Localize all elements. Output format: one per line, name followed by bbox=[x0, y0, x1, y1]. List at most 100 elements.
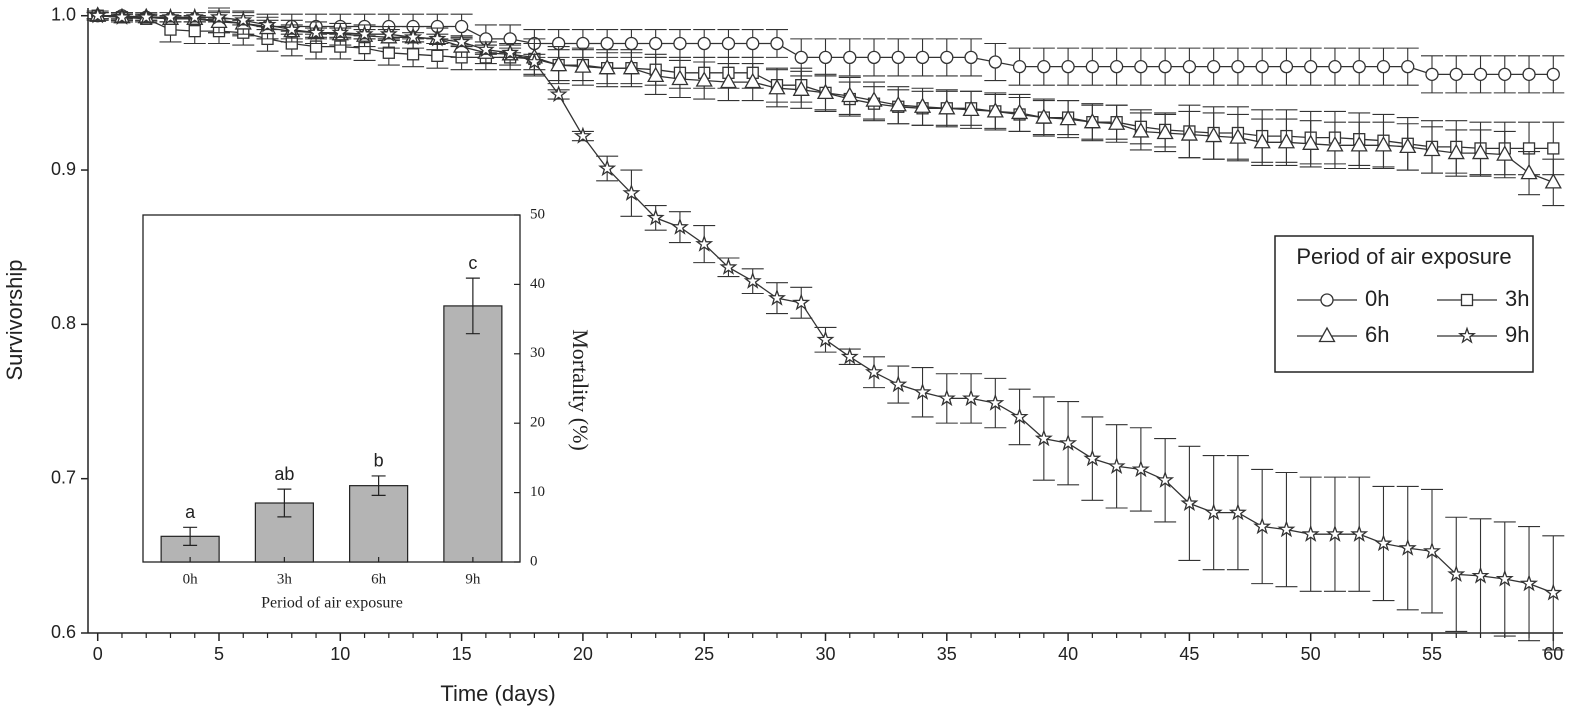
significance-label: ab bbox=[274, 464, 294, 484]
marker bbox=[1399, 137, 1417, 154]
x-tick-label: 30 bbox=[815, 644, 835, 664]
marker bbox=[431, 49, 444, 62]
x-tick-label: 45 bbox=[1179, 644, 1199, 664]
inset-y-tick-label: 10 bbox=[530, 484, 545, 500]
marker bbox=[744, 72, 762, 89]
legend-marker bbox=[1320, 293, 1334, 307]
marker bbox=[986, 393, 1005, 411]
inset-y-axis-label: Mortality (%) bbox=[568, 329, 593, 451]
legend-title: Period of air exposure bbox=[1296, 244, 1511, 269]
marker bbox=[746, 36, 760, 51]
x-tick-label: 50 bbox=[1301, 644, 1321, 664]
marker bbox=[1010, 407, 1029, 425]
marker bbox=[1498, 67, 1512, 82]
legend-label: 0h bbox=[1365, 286, 1389, 311]
legend-marker bbox=[1460, 293, 1474, 307]
marker bbox=[161, 7, 180, 25]
marker bbox=[404, 27, 423, 45]
marker bbox=[258, 15, 277, 33]
marker bbox=[1205, 126, 1223, 143]
y-tick-label: 1.0 bbox=[51, 4, 76, 24]
marker bbox=[697, 36, 711, 51]
marker bbox=[164, 23, 177, 36]
inset-y-tick-label: 40 bbox=[530, 276, 545, 292]
marker bbox=[1496, 145, 1514, 161]
marker bbox=[721, 36, 736, 51]
x-tick-label: 25 bbox=[694, 644, 714, 664]
bar bbox=[443, 305, 503, 563]
marker bbox=[1253, 132, 1271, 149]
marker bbox=[915, 50, 930, 65]
marker bbox=[600, 36, 614, 51]
marker bbox=[938, 98, 956, 115]
marker bbox=[331, 23, 350, 41]
y-tick-label: 0.8 bbox=[51, 313, 76, 333]
inset-x-tick-label: 9h bbox=[465, 571, 481, 587]
marker bbox=[794, 50, 808, 65]
marker bbox=[865, 362, 884, 380]
marker bbox=[986, 102, 1004, 118]
marker bbox=[1156, 470, 1175, 488]
marker bbox=[1132, 122, 1150, 138]
marker bbox=[452, 32, 471, 50]
marker bbox=[695, 71, 713, 87]
marker bbox=[573, 126, 592, 144]
marker bbox=[647, 66, 665, 83]
marker bbox=[1279, 59, 1294, 74]
marker bbox=[1520, 574, 1539, 592]
marker bbox=[1520, 163, 1538, 180]
x-tick-label: 60 bbox=[1543, 644, 1563, 664]
marker bbox=[282, 20, 301, 38]
marker bbox=[1350, 524, 1369, 542]
x-tick-label: 10 bbox=[330, 644, 350, 664]
marker bbox=[1471, 566, 1490, 584]
marker bbox=[865, 91, 883, 107]
marker bbox=[234, 10, 253, 29]
marker bbox=[550, 55, 568, 72]
marker bbox=[137, 7, 156, 25]
marker bbox=[1059, 433, 1078, 451]
marker bbox=[1253, 517, 1272, 535]
marker bbox=[1301, 524, 1320, 542]
marker bbox=[382, 46, 395, 59]
marker bbox=[1328, 59, 1342, 74]
inset-y-tick-label: 30 bbox=[530, 345, 545, 361]
marker bbox=[1325, 524, 1344, 542]
marker bbox=[1423, 140, 1441, 157]
marker bbox=[962, 388, 981, 407]
y-tick-label: 0.7 bbox=[51, 467, 76, 487]
marker bbox=[767, 288, 786, 306]
marker bbox=[1061, 59, 1075, 74]
marker bbox=[112, 7, 131, 25]
marker bbox=[501, 43, 520, 61]
marker bbox=[1326, 136, 1344, 152]
legend-label: 9h bbox=[1505, 322, 1529, 347]
marker bbox=[1447, 564, 1466, 583]
marker bbox=[962, 100, 980, 117]
marker bbox=[1422, 541, 1442, 559]
inset-x-tick-label: 3h bbox=[277, 571, 293, 587]
legend-marker bbox=[1318, 326, 1336, 343]
marker bbox=[719, 257, 738, 275]
marker bbox=[406, 48, 420, 61]
x-tick-label: 0 bbox=[93, 644, 103, 664]
marker bbox=[913, 97, 932, 113]
marker bbox=[1473, 67, 1488, 82]
marker bbox=[1374, 136, 1393, 152]
marker bbox=[1012, 59, 1027, 74]
marker bbox=[1156, 123, 1174, 140]
significance-label: c bbox=[468, 253, 477, 273]
marker bbox=[1204, 503, 1223, 521]
marker bbox=[1350, 136, 1368, 152]
marker bbox=[988, 55, 1002, 69]
marker bbox=[1449, 67, 1463, 82]
marker bbox=[598, 58, 616, 75]
marker bbox=[913, 382, 932, 400]
marker bbox=[889, 375, 908, 393]
marker bbox=[188, 24, 201, 38]
marker bbox=[1447, 143, 1465, 160]
marker bbox=[355, 24, 374, 42]
y-tick-label: 0.9 bbox=[51, 159, 76, 179]
marker bbox=[598, 159, 617, 177]
inset-x-tick-label: 0h bbox=[183, 571, 199, 587]
